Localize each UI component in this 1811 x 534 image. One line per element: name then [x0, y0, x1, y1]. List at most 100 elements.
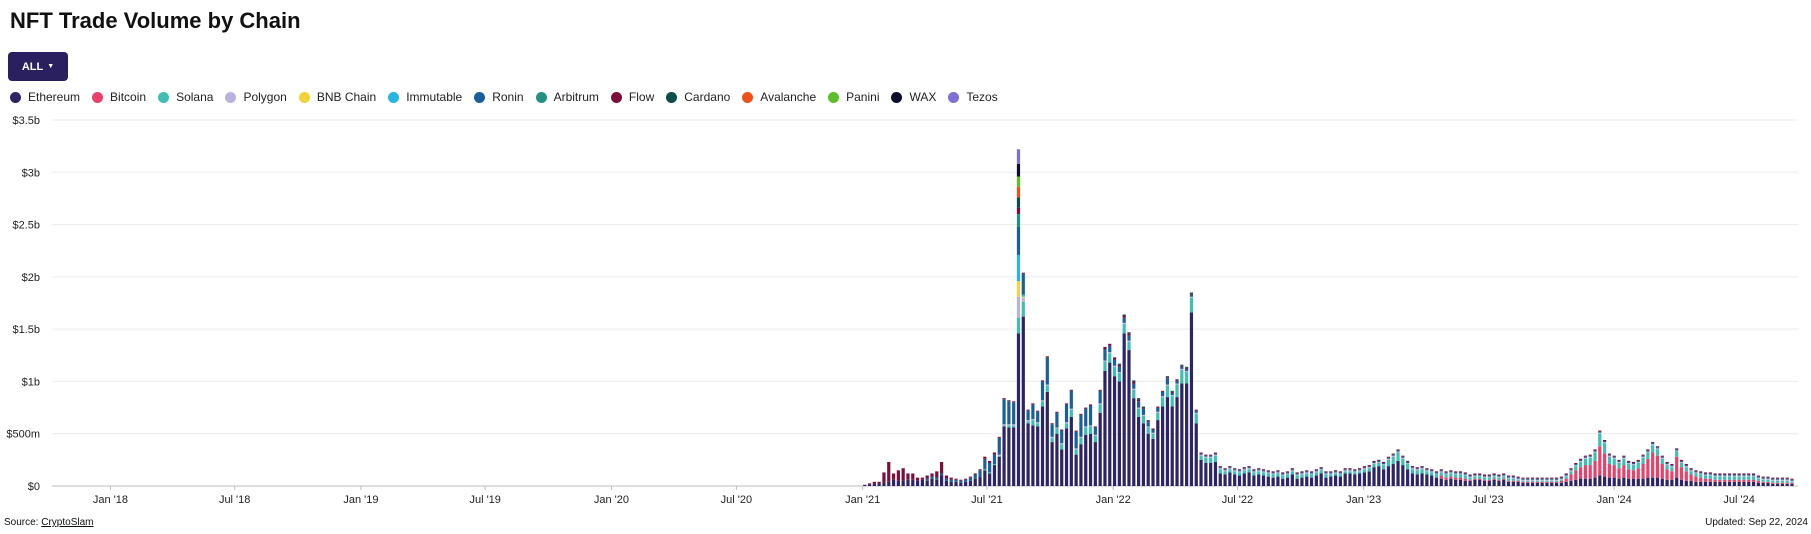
- bar-week-2022-08-15[interactable]: [1266, 470, 1270, 486]
- bar-week-2022-10-24[interactable]: [1314, 469, 1318, 486]
- bar-week-2023-03-06[interactable]: [1406, 460, 1410, 486]
- bar-week-2023-05-01[interactable]: [1444, 471, 1448, 486]
- legend-item-flow[interactable]: Flow: [610, 90, 654, 104]
- bar-week-2023-12-25[interactable]: [1607, 453, 1612, 486]
- bar-week-2023-01-30[interactable]: [1382, 461, 1386, 486]
- bar-week-2022-06-27[interactable]: [1233, 468, 1237, 486]
- bar-week-2022-02-14[interactable]: [1141, 406, 1145, 486]
- bar-week-2022-12-12[interactable]: [1348, 468, 1352, 486]
- bar-week-2021-07-26[interactable]: [1002, 398, 1006, 486]
- bar-week-2022-12-05[interactable]: [1343, 468, 1347, 486]
- bar-week-2021-11-01[interactable]: [1069, 389, 1073, 486]
- bar-week-2024-05-06[interactable]: [1699, 471, 1703, 486]
- bar-week-2021-01-18[interactable]: [872, 481, 876, 486]
- bar-week-2023-09-25[interactable]: [1545, 477, 1549, 486]
- bar-week-2022-08-29[interactable]: [1276, 470, 1280, 486]
- bar-week-2024-02-05[interactable]: [1636, 459, 1640, 486]
- legend-item-tezos[interactable]: Tezos: [948, 90, 998, 104]
- bar-week-2023-11-27[interactable]: [1588, 454, 1592, 486]
- bar-week-2023-01-23[interactable]: [1377, 459, 1381, 486]
- bar-week-2022-05-02[interactable]: [1194, 409, 1198, 486]
- bar-week-2023-10-23[interactable]: [1564, 473, 1568, 486]
- bar-week-2022-03-21[interactable]: [1165, 376, 1170, 486]
- bar-week-2023-03-13[interactable]: [1410, 466, 1415, 486]
- bar-week-2021-06-07[interactable]: [968, 476, 973, 486]
- bar-week-2022-06-20[interactable]: [1228, 466, 1232, 486]
- bar-week-2023-09-04[interactable]: [1530, 477, 1535, 486]
- bar-week-2024-08-12[interactable]: [1766, 476, 1770, 486]
- bar-week-2021-05-10[interactable]: [949, 477, 953, 486]
- legend-item-polygon[interactable]: Polygon: [225, 90, 287, 104]
- bar-week-2021-03-29[interactable]: [920, 477, 924, 486]
- bar-week-2022-05-16[interactable]: [1204, 454, 1208, 486]
- bar-week-2021-10-11[interactable]: [1055, 411, 1059, 486]
- bar-week-2022-12-19[interactable]: [1353, 469, 1357, 486]
- bar-week-2021-12-13[interactable]: [1098, 389, 1102, 486]
- bar-week-2022-05-30[interactable]: [1213, 452, 1218, 486]
- bar-week-2021-08-02[interactable]: [1007, 400, 1011, 486]
- bar-week-2023-01-02[interactable]: [1362, 466, 1367, 486]
- bar-week-2022-10-17[interactable]: [1309, 471, 1314, 486]
- bar-week-2022-10-31[interactable]: [1319, 467, 1323, 486]
- bar-week-2024-05-27[interactable]: [1713, 473, 1717, 486]
- bar-week-2022-09-19[interactable]: [1290, 468, 1294, 486]
- bar-week-2022-11-14[interactable]: [1329, 471, 1333, 486]
- bar-week-2024-01-01[interactable]: [1612, 455, 1616, 486]
- bar-week-2021-02-22[interactable]: [896, 470, 900, 486]
- bar-week-2021-09-06[interactable]: [1031, 403, 1035, 486]
- bar-week-2021-05-17[interactable]: [954, 478, 958, 486]
- bar-week-2022-07-18[interactable]: [1247, 466, 1251, 486]
- bar-week-2021-12-06[interactable]: [1093, 426, 1097, 486]
- bar-week-2024-03-04[interactable]: [1655, 446, 1660, 486]
- bar-week-2021-02-15[interactable]: [891, 473, 896, 486]
- bar-week-2023-07-03[interactable]: [1487, 474, 1491, 486]
- bar-week-2021-11-29[interactable]: [1088, 404, 1093, 486]
- bar-week-2024-02-26[interactable]: [1651, 442, 1655, 486]
- bar-week-2021-05-24[interactable]: [959, 479, 963, 486]
- legend-item-panini[interactable]: Panini: [828, 90, 879, 104]
- bar-week-2022-01-17[interactable]: [1122, 314, 1126, 486]
- bar-week-2022-09-12[interactable]: [1285, 471, 1290, 486]
- bar-week-2023-06-19[interactable]: [1478, 473, 1482, 486]
- bar-week-2021-08-23[interactable]: [1021, 272, 1025, 486]
- bar-week-2021-08-16[interactable]: [1016, 149, 1021, 486]
- legend-item-cardano[interactable]: Cardano: [666, 90, 730, 104]
- bar-week-2024-03-18[interactable]: [1665, 461, 1669, 486]
- bar-week-2022-10-03[interactable]: [1300, 471, 1304, 486]
- bar-week-2021-03-15[interactable]: [911, 473, 915, 486]
- bar-week-2022-04-18[interactable]: [1185, 366, 1189, 486]
- bar-week-2023-06-26[interactable]: [1482, 474, 1487, 486]
- bar-week-2023-08-07[interactable]: [1511, 475, 1515, 486]
- bar-week-2023-03-20[interactable]: [1415, 467, 1419, 486]
- bar-week-2022-08-08[interactable]: [1261, 469, 1266, 486]
- bar-week-2021-03-08[interactable]: [906, 473, 910, 486]
- bar-week-2023-11-13[interactable]: [1579, 458, 1583, 486]
- bar-week-2022-07-25[interactable]: [1252, 469, 1256, 486]
- bar-week-2023-01-09[interactable]: [1367, 465, 1371, 486]
- bar-week-2021-07-05[interactable]: [988, 460, 992, 486]
- bar-week-2023-10-30[interactable]: [1569, 468, 1573, 486]
- bar-week-2021-04-05[interactable]: [925, 475, 929, 486]
- bar-week-2023-06-05[interactable]: [1468, 474, 1472, 486]
- bar-week-2021-06-28[interactable]: [983, 456, 987, 486]
- bar-week-2023-08-28[interactable]: [1526, 477, 1530, 486]
- bar-week-2021-02-08[interactable]: [887, 461, 891, 486]
- bar-week-2024-06-17[interactable]: [1727, 473, 1732, 486]
- bar-week-2022-09-26[interactable]: [1295, 472, 1299, 486]
- legend-item-avalanche[interactable]: Avalanche: [742, 90, 816, 104]
- bar-week-2021-04-12[interactable]: [930, 473, 934, 486]
- bar-week-2021-10-18[interactable]: [1060, 429, 1064, 486]
- bar-week-2022-11-07[interactable]: [1324, 471, 1328, 486]
- bar-week-2022-08-01[interactable]: [1257, 468, 1261, 486]
- bar-week-2024-07-22[interactable]: [1751, 473, 1756, 486]
- bar-week-2024-06-10[interactable]: [1723, 473, 1727, 486]
- bar-week-2024-02-12[interactable]: [1641, 454, 1645, 486]
- bar-week-2024-01-08[interactable]: [1617, 459, 1621, 486]
- bar-week-2021-01-11[interactable]: [867, 483, 872, 486]
- bar-week-2021-06-21[interactable]: [978, 469, 982, 486]
- bar-week-2024-09-16[interactable]: [1790, 478, 1794, 486]
- bar-week-2021-03-22[interactable]: [915, 477, 920, 486]
- bar-week-2021-09-27[interactable]: [1045, 356, 1049, 486]
- bar-week-2022-04-04[interactable]: [1175, 379, 1179, 486]
- bar-week-2023-09-11[interactable]: [1535, 477, 1539, 486]
